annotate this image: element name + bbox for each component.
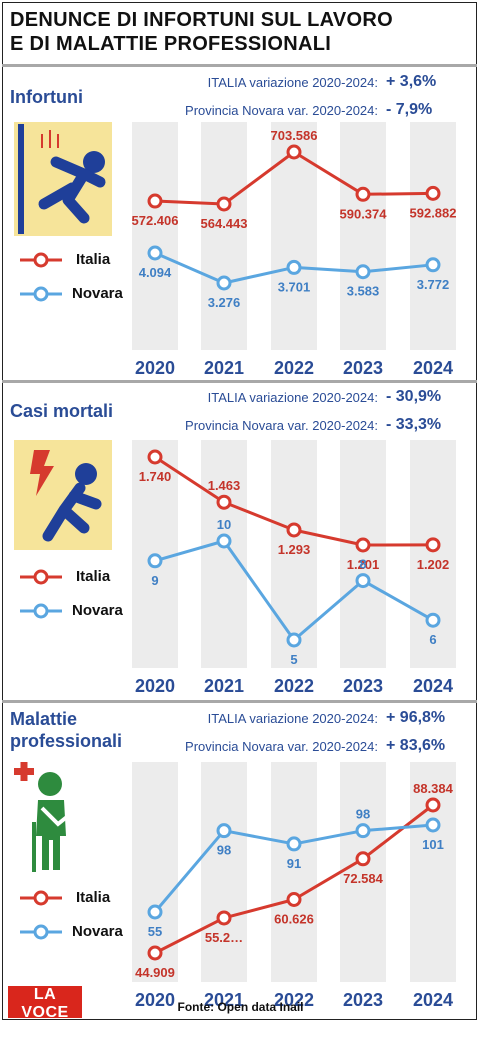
legend-novara: Novara <box>72 285 123 302</box>
legend-markers <box>20 569 62 619</box>
legend-markers <box>20 252 62 302</box>
legend-italia: Italia <box>76 889 111 906</box>
separator <box>2 64 477 67</box>
infographic-frame <box>2 2 477 1020</box>
italia-variation-label: ITALIA variazione 2020-2024: <box>207 390 378 405</box>
legend-novara: Novara <box>72 923 123 940</box>
legend-novara: Novara <box>72 602 123 619</box>
legend-italia: Italia <box>76 568 111 585</box>
novara-variation-label: Provincia Novara var. 2020-2024: <box>185 418 378 433</box>
falling-worker-icon <box>14 122 112 236</box>
title-line-1: DENUNCE DI INFORTUNI SUL LAVORO <box>10 9 394 31</box>
novara-variation-value: + 83,6% <box>386 737 446 754</box>
electric-hazard-icon <box>14 440 112 550</box>
novara-variation-label: Provincia Novara var. 2020-2024: <box>185 739 378 754</box>
italia-variation-value: + 3,6% <box>386 73 437 90</box>
title-line-2: E DI MALATTIE PROFESSIONALI <box>10 33 332 55</box>
novara-variation-value: - 33,3% <box>386 416 442 433</box>
novara-variation-value: - 7,9% <box>386 101 433 118</box>
legend-markers <box>20 890 62 940</box>
novara-variation-label: Provincia Novara var. 2020-2024: <box>185 103 378 118</box>
section-title-infortuni: Infortuni <box>10 87 83 107</box>
section-title-casi-mortali: Casi mortali <box>10 401 114 421</box>
italia-variation-value: + 96,8% <box>386 709 446 726</box>
separator <box>2 380 477 383</box>
logo-main-text: LA VOCE <box>21 986 69 1021</box>
logo-sub-text: NOVARA E LAGHI <box>22 1022 68 1041</box>
italia-variation-label: ITALIA variazione 2020-2024: <box>207 75 378 90</box>
separator <box>2 700 477 703</box>
italia-variation-label: ITALIA variazione 2020-2024: <box>207 711 378 726</box>
legend-italia: Italia <box>76 251 111 268</box>
injured-worker-icon <box>14 762 70 872</box>
source-note: Fonte: Open data Inail <box>177 1000 304 1014</box>
section-title-malattie: Malattie professionali <box>10 709 123 751</box>
page-title: DENUNCE DI INFORTUNI SUL LAVORO E DI MAL… <box>10 8 470 56</box>
italia-variation-value: - 30,9% <box>386 388 442 405</box>
